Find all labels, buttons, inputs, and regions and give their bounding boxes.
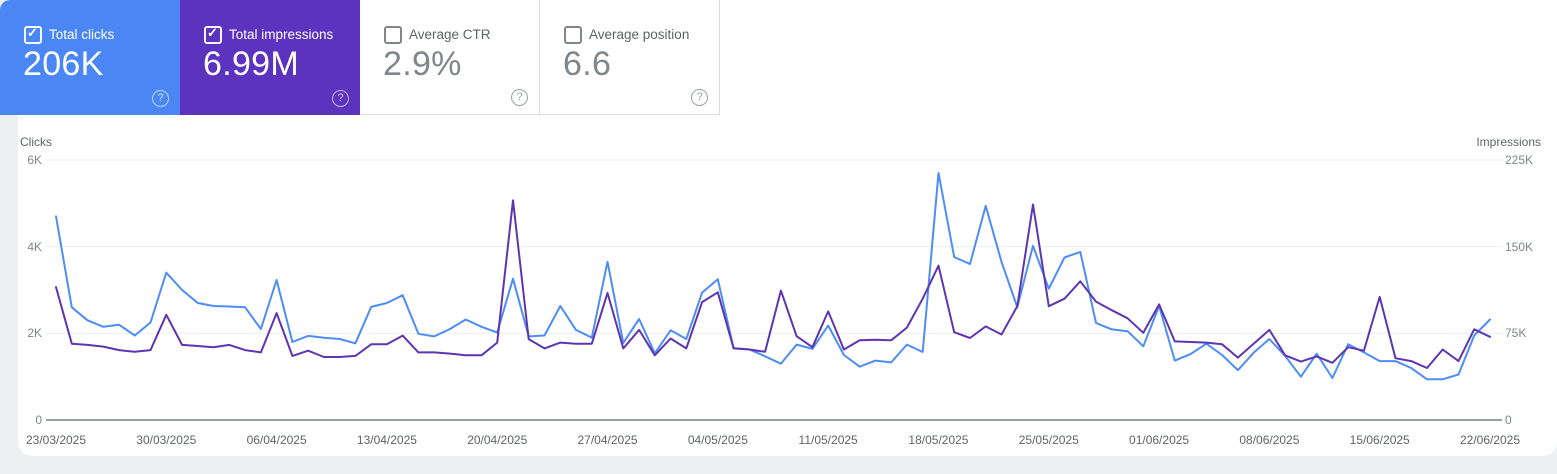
- date-axis-tick: 06/04/2025: [246, 433, 307, 447]
- average-ctr-checkbox[interactable]: [384, 26, 402, 44]
- date-axis-tick: 13/04/2025: [356, 433, 417, 447]
- date-axis-tick: 15/06/2025: [1349, 433, 1410, 447]
- total-impressions-card[interactable]: Total impressions 6.99M ?: [180, 0, 360, 115]
- help-question-icon[interactable]: ?: [332, 90, 349, 107]
- average-position-card[interactable]: Average position 6.6 ?: [540, 0, 720, 115]
- date-axis-tick: 20/04/2025: [467, 433, 528, 447]
- right-axis-tick: 225K: [1505, 153, 1534, 167]
- average-ctr-value: 2.9%: [383, 45, 462, 83]
- total-clicks-card[interactable]: Total clicks 206K ?: [0, 0, 180, 115]
- impressions-line[interactable]: [55, 199, 1491, 369]
- total-clicks-checkbox[interactable]: [24, 26, 42, 44]
- left-axis-tick: 2K: [27, 326, 42, 341]
- average-position-value: 6.6: [563, 45, 612, 83]
- average-position-checkbox[interactable]: [564, 26, 582, 44]
- date-axis-tick: 01/06/2025: [1129, 433, 1190, 447]
- help-question-icon[interactable]: ?: [511, 89, 528, 106]
- help-question-icon[interactable]: ?: [691, 89, 708, 106]
- cards-row-filler: [720, 0, 1557, 115]
- right-axis-tick: 75K: [1505, 326, 1527, 341]
- average-ctr-card[interactable]: Average CTR 2.9% ?: [360, 0, 540, 115]
- date-axis-tick: 04/05/2025: [687, 433, 748, 447]
- left-axis-tick: 6K: [27, 153, 42, 167]
- average-ctr-label: Average CTR: [409, 27, 491, 42]
- help-question-icon[interactable]: ?: [152, 90, 169, 107]
- left-axis-tick: 4K: [27, 239, 42, 254]
- total-clicks-value: 206K: [23, 45, 104, 83]
- date-axis-tick: 18/05/2025: [908, 433, 969, 447]
- total-impressions-value: 6.99M: [203, 45, 299, 83]
- performance-chart: Clicks Impressions 6K 4K 2K 0 225K 150K 75K 0 23…: [18, 115, 1557, 456]
- left-axis-tick: 0: [35, 413, 42, 427]
- date-axis-tick: 25/05/2025: [1018, 433, 1079, 447]
- date-axis-tick: 11/05/2025: [798, 433, 858, 447]
- date-axis-tick: 23/03/2025: [25, 433, 87, 447]
- date-axis-tick: 08/06/2025: [1239, 433, 1300, 447]
- total-impressions-label: Total impressions: [229, 27, 334, 42]
- metric-cards-row: Total clicks 206K ? Total impressions 6.…: [0, 0, 720, 115]
- right-axis-tick: 0: [1505, 413, 1512, 427]
- average-position-label: Average position: [589, 27, 690, 42]
- clicks-line[interactable]: [55, 172, 1491, 381]
- date-axis-tick: 27/04/2025: [577, 433, 638, 447]
- total-clicks-label: Total clicks: [49, 27, 115, 42]
- total-impressions-checkbox[interactable]: [204, 26, 222, 44]
- left-axis-title: Clicks: [20, 135, 52, 149]
- date-axis-tick: 30/03/2025: [136, 433, 197, 447]
- chart-plot-area[interactable]: [18, 115, 1557, 456]
- right-axis-title: Impressions: [1476, 135, 1541, 149]
- right-axis-tick: 150K: [1505, 239, 1534, 254]
- date-axis-tick: 22/06/2025: [1459, 433, 1521, 447]
